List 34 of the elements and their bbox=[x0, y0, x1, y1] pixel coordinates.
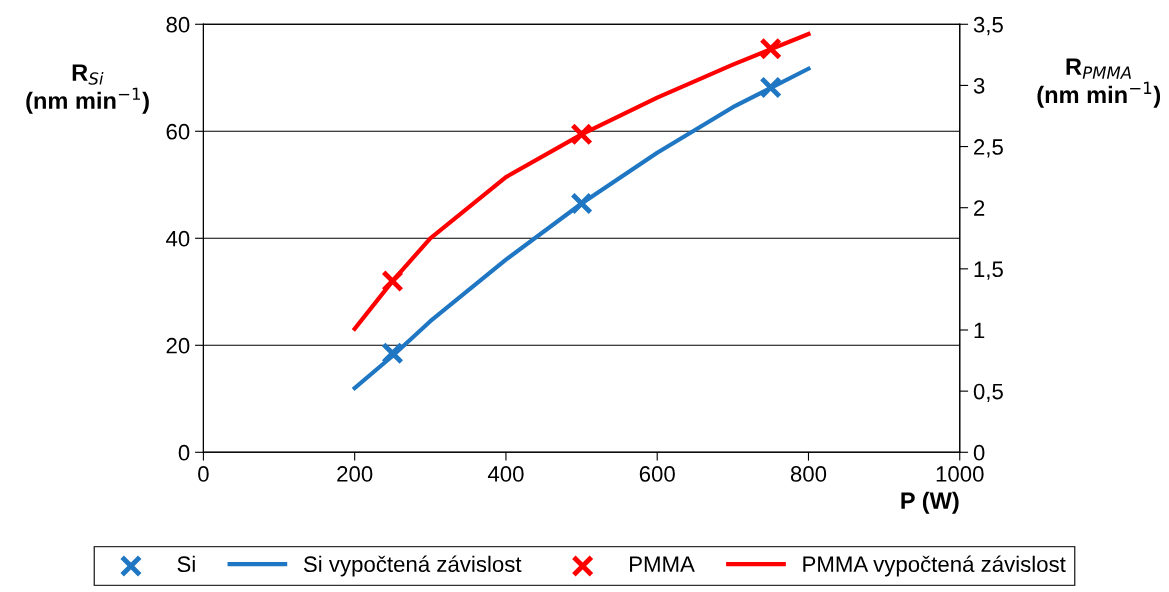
y-tick-label: 40 bbox=[166, 230, 190, 247]
point bbox=[381, 269, 404, 293]
y-tick-label: 80 bbox=[166, 16, 190, 33]
x-tick-label: 0 bbox=[198, 466, 209, 482]
x-tick-label: 400 bbox=[487, 466, 524, 482]
y2-tick-label: 1 bbox=[974, 322, 985, 339]
line-series bbox=[352, 31, 811, 331]
y2-axis-title: R$_{PMMA}$ (nm min$^{−1}$) bbox=[1037, 58, 1161, 108]
point bbox=[759, 37, 782, 60]
y2-tick-label: 1,5 bbox=[974, 261, 1003, 280]
y-axis-title: R$_{Si}$ (nm min$^{−1}$) bbox=[26, 64, 149, 114]
y2-tick-label: 0 bbox=[973, 444, 985, 461]
y-tick-label: 60 bbox=[166, 123, 190, 140]
legend-label: PMMA bbox=[630, 556, 695, 572]
x-tick-label: 200 bbox=[337, 466, 373, 482]
y2-tick-label: 3 bbox=[973, 77, 985, 94]
legend-label: Si bbox=[177, 555, 195, 573]
legend-label: PMMA vypočtená závislost bbox=[803, 555, 1066, 577]
y2-tick-label: 3,5 bbox=[973, 16, 1003, 36]
point bbox=[570, 192, 593, 215]
line-series bbox=[352, 66, 811, 391]
y-tick-label: 20 bbox=[166, 337, 190, 354]
point bbox=[759, 76, 782, 99]
x-tick-label: 600 bbox=[639, 466, 675, 482]
x-axis-title: P (W) bbox=[901, 491, 959, 514]
x-tick-label: 800 bbox=[790, 466, 827, 482]
y-tick-label: 0 bbox=[178, 444, 190, 461]
y2-tick-label: 0,5 bbox=[973, 383, 1003, 403]
y2-tick-label: 2 bbox=[974, 200, 985, 216]
x-tick-label: 1000 bbox=[936, 466, 984, 482]
legend-label: Si vypočtená závislost bbox=[303, 555, 522, 577]
y2-tick-label: 2,5 bbox=[974, 139, 1003, 158]
point bbox=[381, 342, 404, 365]
point bbox=[570, 123, 593, 146]
